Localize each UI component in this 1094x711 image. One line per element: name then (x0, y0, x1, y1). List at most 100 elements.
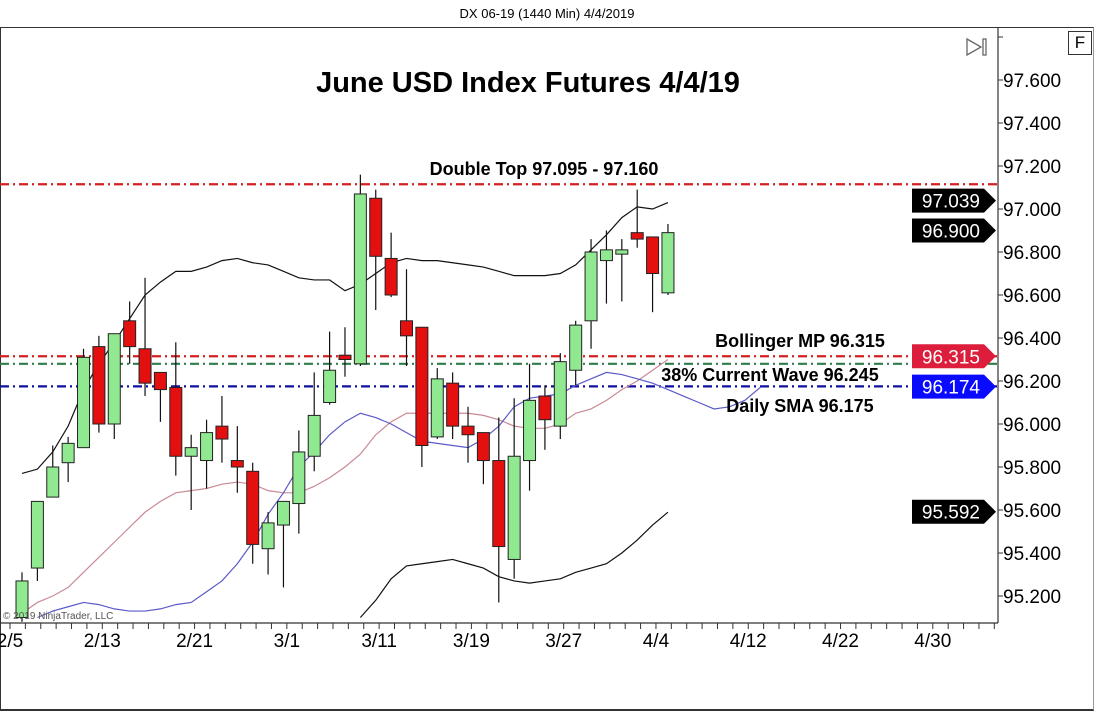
candle-body (630, 232, 644, 240)
candle-2/8 (61, 436, 75, 483)
candle-body (415, 326, 429, 446)
y-tick-label: 96.600 (1003, 286, 1061, 307)
candle-2/14 (123, 301, 137, 364)
annotation-label: 38% Current Wave 96.245 (661, 365, 878, 385)
candle-body (646, 236, 660, 274)
candle-3/18 (461, 406, 475, 463)
y-tick-label: 96.800 (1003, 243, 1061, 264)
y-tick-label: 96.200 (1003, 372, 1061, 393)
candle-2/6 (30, 500, 44, 581)
candle-body (61, 442, 75, 464)
candle-3/7 (353, 174, 367, 366)
price-tag-label: 96.174 (922, 378, 981, 399)
x-tick-label: 4/30 (914, 631, 951, 652)
annotation-label: Double Top 97.095 - 97.160 (430, 159, 659, 179)
candle-3/4 (307, 372, 321, 472)
y-tick-label: 97.000 (1003, 200, 1061, 221)
candle-body (123, 320, 137, 348)
price-tag: 95.592 (912, 499, 996, 524)
candle-body (153, 371, 167, 391)
candle-body (492, 460, 506, 548)
candle-3/28 (584, 239, 598, 349)
candle-body (77, 356, 91, 449)
bollinger-lower-line (359, 511, 669, 618)
x-tick-label: 4/12 (730, 631, 767, 652)
candle-2/11 (77, 348, 91, 449)
scroll-to-end-button[interactable] (965, 36, 991, 58)
price-tag-label: 97.039 (922, 192, 980, 213)
y-tick-label: 95.400 (1003, 544, 1061, 565)
candle-2/28 (276, 500, 290, 588)
candle-body (215, 425, 229, 440)
candle-3/22 (523, 363, 537, 491)
candle-2/15 (138, 277, 152, 397)
candle-body (584, 251, 598, 322)
candle-body (615, 249, 629, 255)
candle-body (661, 232, 675, 294)
candles (15, 174, 675, 622)
candle-body (430, 378, 444, 438)
candle-body (184, 447, 198, 457)
candle-3/6 (338, 327, 352, 377)
price-tag-label: 95.592 (922, 503, 980, 524)
candle-2/13 (107, 333, 121, 440)
candle-4/4 (661, 224, 675, 295)
candle-body (446, 382, 460, 427)
candle-2/26 (246, 462, 260, 564)
candle-2/19 (169, 342, 183, 476)
chart-title: June USD Index Futures 4/4/19 (316, 67, 740, 99)
price-tag-background (912, 374, 996, 399)
price-tag: 96.900 (912, 218, 996, 243)
price-tag: 96.174 (912, 374, 996, 399)
candle-3/8 (369, 189, 383, 311)
candle-body (169, 386, 183, 457)
x-tick-label: 3/27 (545, 631, 582, 652)
y-tick-label: 96.400 (1003, 329, 1061, 350)
y-tick-label: 97.400 (1003, 114, 1061, 135)
candle-body (92, 346, 106, 425)
candle-3/20 (492, 417, 506, 603)
f-button[interactable]: F (1068, 31, 1092, 55)
candle-body (246, 470, 260, 545)
x-tick-label: 3/11 (361, 631, 397, 652)
candle-body (46, 466, 60, 498)
y-axis: 95.200 95.400 95.600 95.800 96.000 96.200 96.4… (997, 28, 1061, 623)
candle-body (476, 432, 490, 462)
price-tag-background (912, 188, 996, 213)
candle-body (384, 257, 398, 296)
price-tag: 96.315 (912, 344, 996, 369)
y-tick-label: 96.000 (1003, 415, 1061, 436)
candle-3/26 (553, 353, 567, 440)
moving-average-line (37, 371, 761, 619)
price-tag-background (912, 499, 996, 524)
x-tick-label: 4/4 (643, 631, 670, 652)
candle-body (261, 522, 275, 550)
candle-body (230, 460, 244, 468)
window-title: DX 06-19 (1440 Min) 4/4/2019 (459, 6, 635, 21)
candle-body (276, 500, 290, 526)
candle-body (599, 249, 613, 262)
price-tag-label: 96.900 (922, 222, 980, 243)
candle-body (30, 500, 44, 569)
candle-3/27 (569, 320, 583, 386)
price-tag-label: 96.315 (922, 347, 980, 368)
candle-body (461, 425, 475, 436)
price-tags: 97.039 96.900 96.315 96.174 95.592 (912, 188, 996, 524)
candle-body (338, 354, 352, 361)
annotation-label: Daily SMA 96.175 (726, 396, 873, 416)
candle-3/11 (384, 232, 398, 298)
candle-body (553, 361, 567, 427)
x-tick-label: 2/21 (176, 631, 213, 652)
candle-4/2 (630, 189, 644, 248)
candle-body (15, 580, 29, 619)
price-tag: 97.039 (912, 188, 996, 213)
candle-3/25 (538, 385, 552, 450)
candle-3/21 (507, 398, 521, 579)
candle-3/12 (400, 269, 413, 366)
candle-2/5 (15, 572, 29, 622)
x-tick-label: 4/22 (822, 631, 859, 652)
candle-2/27 (261, 512, 275, 575)
candle-body (200, 432, 214, 462)
candle-body (323, 369, 337, 403)
